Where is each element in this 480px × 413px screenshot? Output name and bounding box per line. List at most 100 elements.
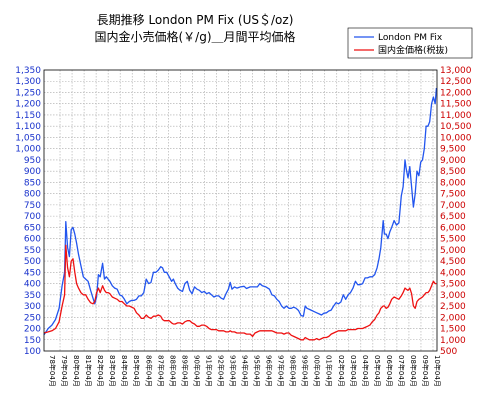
left-tick-label: 1,350	[15, 66, 41, 76]
right-tick-label: 500	[440, 347, 457, 357]
legend: London PM Fix 国内金価格(税抜)	[347, 27, 473, 59]
x-tick-label: 83年04月	[108, 355, 117, 387]
right-tick-label: 13,000	[440, 66, 472, 76]
x-tick-label: 78年04月	[48, 355, 57, 387]
chart-subtitle: 国内金小売価格(￥/g)＿月間平均価格	[94, 29, 295, 44]
x-tick-label: 04年04月	[361, 355, 370, 387]
right-tick-label: 4,000	[440, 268, 466, 278]
right-tick-label: 1,500	[440, 325, 466, 335]
left-tick-label: 350	[24, 291, 41, 301]
x-tick-label: 85年04月	[132, 355, 141, 387]
left-tick-label: 200	[24, 325, 41, 335]
left-tick-label: 850	[24, 178, 41, 188]
x-tick-label: 06年04月	[385, 355, 394, 387]
x-tick-label: 95年04月	[253, 355, 262, 387]
left-tick-label: 800	[24, 190, 41, 200]
x-tick-label: 92年04月	[216, 355, 225, 387]
left-tick-label: 1,150	[15, 111, 41, 121]
left-tick-label: 600	[24, 235, 41, 245]
left-tick-label: 700	[24, 212, 41, 222]
x-tick-label: 99年04月	[301, 355, 310, 387]
right-tick-label: 7,000	[440, 201, 466, 211]
right-tick-label: 8,500	[440, 167, 466, 177]
right-tick-label: 12,500	[440, 77, 472, 87]
x-tick-label: 82年04月	[96, 355, 105, 387]
right-tick-label: 2,500	[440, 302, 466, 312]
x-tick-label: 98年04月	[289, 355, 298, 387]
x-tick-label: 87年04月	[156, 355, 165, 387]
right-tick-label: 6,500	[440, 212, 466, 222]
left-tick-label: 300	[24, 302, 41, 312]
x-tick-label: 02年04月	[337, 355, 346, 387]
right-tick-label: 11,500	[440, 100, 472, 110]
right-tick-label: 2,000	[440, 313, 466, 323]
legend-label-domestic: 国内金価格(税抜)	[378, 44, 448, 56]
x-tick-label: 88年04月	[168, 355, 177, 387]
right-tick-label: 11,000	[440, 111, 472, 121]
left-tick-label: 150	[24, 336, 41, 346]
x-tick-label: 86年04月	[144, 355, 153, 387]
right-tick-label: 3,000	[440, 291, 466, 301]
x-tick-label: 93年04月	[228, 355, 237, 387]
right-tick-label: 9,500	[440, 145, 466, 155]
left-tick-label: 550	[24, 246, 41, 256]
series-layer	[43, 87, 438, 341]
right-tick-label: 1,000	[440, 336, 466, 346]
x-tick-label: 84年04月	[120, 355, 129, 387]
x-tick-label: 01年04月	[325, 355, 334, 387]
x-tick-label: 96年04月	[265, 355, 274, 387]
right-tick-label: 12,000	[440, 88, 472, 98]
left-tick-label: 1,250	[15, 88, 41, 98]
legend-box	[347, 27, 473, 59]
x-tick-label: 91年04月	[204, 355, 213, 387]
right-tick-label: 3,500	[440, 280, 466, 290]
chart-title: 長期推移 London PM Fix (US＄/oz)	[97, 13, 294, 27]
left-tick-label: 650	[24, 223, 41, 233]
x-tick-label: 05年04月	[373, 355, 382, 387]
right-tick-label: 6,000	[440, 223, 466, 233]
left-tick-label: 950	[24, 156, 41, 166]
right-tick-label: 5,000	[440, 246, 466, 256]
x-tick-label: 00年04月	[313, 355, 322, 387]
x-tick-label: 81年04月	[84, 355, 93, 387]
x-axis: 78年04月 79年04月 80年04月 81年04月 82年04月 83年04月 84年0…	[48, 355, 442, 387]
x-tick-label: 07年04月	[397, 355, 406, 387]
x-tick-label: 09年04月	[421, 355, 430, 387]
right-tick-label: 8,000	[440, 178, 466, 188]
right-tick-label: 10,500	[440, 122, 472, 132]
x-tick-label: 10年04月	[433, 355, 442, 387]
left-tick-label: 1,100	[15, 122, 41, 132]
left-tick-label: 450	[24, 268, 41, 278]
plot-border	[43, 69, 438, 352]
left-tick-label: 400	[24, 280, 41, 290]
right-tick-label: 7,500	[440, 190, 466, 200]
series-line-london	[43, 87, 438, 336]
series-line-domestic	[43, 244, 437, 341]
right-tick-label: 10,000	[440, 133, 472, 143]
right-tick-label: 5,500	[440, 235, 466, 245]
right-tick-label: 9,000	[440, 156, 466, 166]
left-tick-label: 1,200	[15, 100, 41, 110]
left-tick-label: 750	[24, 201, 41, 211]
x-tick-label: 80年04月	[72, 355, 81, 387]
left-tick-label: 1,300	[15, 77, 41, 87]
x-tick-label: 89年04月	[180, 355, 189, 387]
left-tick-label: 1,000	[15, 145, 41, 155]
left-tick-label: 250	[24, 313, 41, 323]
right-tick-label: 4,500	[440, 257, 466, 267]
left-tick-label: 500	[24, 257, 41, 267]
left-tick-label: 900	[24, 167, 41, 177]
x-tick-label: 08年04月	[409, 355, 418, 387]
x-tick-label: 94年04月	[241, 355, 250, 387]
x-tick-label: 97年04月	[277, 355, 286, 387]
x-tick-label: 03年04月	[349, 355, 358, 387]
x-tick-label: 90年04月	[192, 355, 201, 387]
left-tick-label: 100	[24, 347, 41, 357]
left-tick-label: 1,050	[15, 133, 41, 143]
grid-layer	[44, 70, 437, 351]
x-tick-label: 79年04月	[60, 355, 69, 387]
